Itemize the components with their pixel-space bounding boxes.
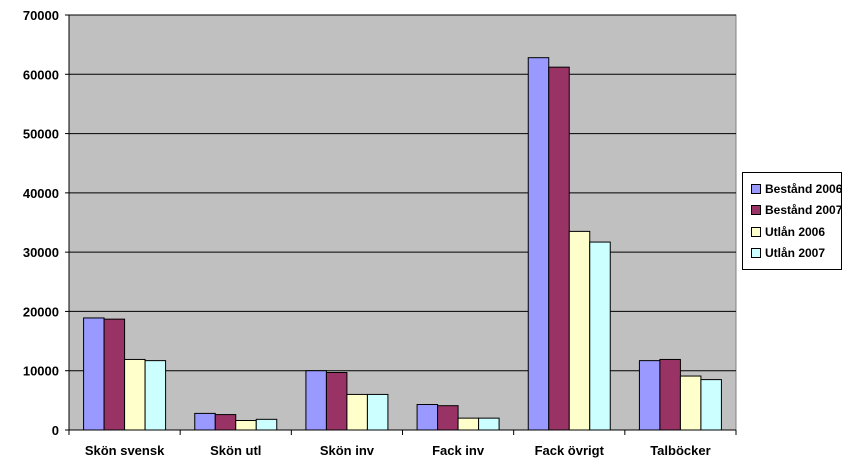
bar (124, 358, 146, 431)
legend-item: Utlån 2006 (751, 221, 841, 243)
y-tick-label: 10000 (23, 364, 59, 379)
x-tick-label: Skön svensk (85, 443, 165, 458)
y-tick-label: 20000 (23, 304, 59, 319)
bar (659, 358, 681, 431)
legend-label: Bestånd 2007 (765, 203, 843, 218)
bar (700, 379, 722, 431)
bar (527, 57, 550, 431)
gridlines (69, 14, 736, 372)
y-tick-label: 70000 (23, 8, 59, 23)
y-axis-ticks: 0 10000 20000 30000 40000 50000 60000 70000 (23, 8, 69, 438)
bar (325, 371, 348, 431)
legend-swatch (751, 183, 761, 194)
bar (305, 370, 327, 431)
y-tick-label: 50000 (23, 127, 59, 142)
legend-item: Bestånd 2006 (751, 178, 843, 200)
plot-area (68, 14, 737, 431)
bar (144, 360, 167, 431)
legend-item: Utlån 2007 (751, 243, 841, 265)
legend-item: Bestånd 2007 (751, 200, 843, 222)
legend-label: Utlån 2007 (765, 246, 826, 261)
bar (437, 405, 459, 431)
bar (194, 412, 216, 431)
bar (568, 230, 591, 431)
bars (83, 57, 722, 431)
x-tick-label: Skön utl (210, 443, 261, 458)
legend-swatch (751, 248, 761, 259)
bar (83, 317, 105, 431)
y-tick-label: 60000 (23, 67, 59, 82)
x-tick-label: Talböcker (650, 443, 710, 458)
bar (416, 404, 439, 431)
bar (103, 318, 126, 431)
y-tick-label: 40000 (23, 186, 59, 201)
legend-label: Bestånd 2006 (765, 181, 843, 196)
bar (548, 66, 570, 431)
bar (214, 414, 237, 431)
bar (478, 417, 500, 431)
bar (255, 418, 278, 431)
x-tick-label: Skön inv (320, 443, 375, 458)
legend-swatch (751, 205, 761, 216)
chart-legend: Bestånd 2006 Bestånd 2007 Utlån 2006 Utl… (742, 172, 842, 270)
y-tick-label: 0 (52, 423, 59, 438)
bar (457, 417, 480, 431)
legend-label: Utlån 2006 (765, 224, 826, 239)
bar (638, 360, 661, 431)
legend-swatch (751, 226, 761, 237)
bar (346, 393, 368, 431)
x-axis-ticks: Skön svensk Skön utl Skön inv Fack inv Fack … (68, 430, 737, 458)
bar (589, 241, 611, 431)
bar (679, 375, 702, 431)
x-tick-label: Fack övrigt (535, 443, 605, 458)
y-tick-label: 30000 (23, 245, 59, 260)
bar (235, 420, 257, 431)
bar (366, 393, 389, 431)
x-tick-label: Fack inv (432, 443, 485, 458)
